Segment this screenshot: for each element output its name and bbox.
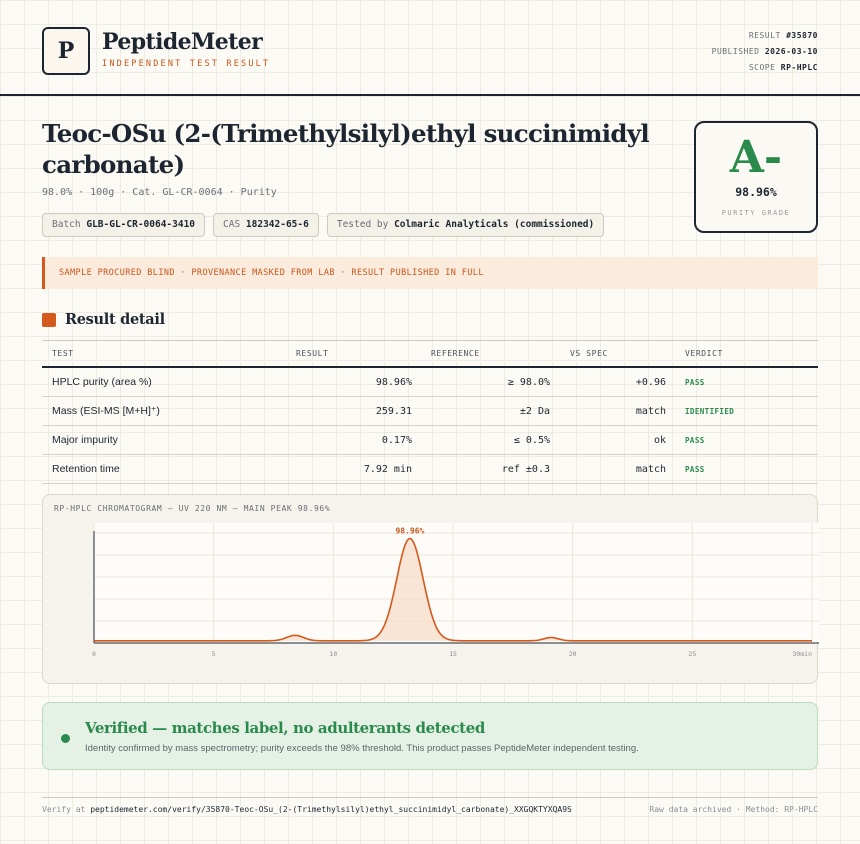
cell-verdict: IDENTIFIED [685,407,735,416]
cell-test: Major impurity [52,434,118,446]
table-row: Retention time 7.92 min ref ±0.3 match P… [42,455,818,484]
product-chips: Batch GLB-GL-CR-0064-3410 CAS 182342-65-… [42,213,605,237]
brand-logo[interactable]: P [42,27,90,75]
header-divider [0,94,860,96]
th-verdict: VERDICT [685,349,723,358]
verified-text: Identity confirmed by mass spectrometry;… [85,743,639,754]
brand-name: PeptideMeter [102,29,263,55]
blind-sample-notice: SAMPLE PROCURED BLIND · PROVENANCE MASKE… [42,257,818,289]
cell-reference: ≥ 98.0% [507,377,550,388]
x-tick-label: 25 [688,650,696,658]
result-meta: RESULT #35870 PUBLISHED 2026-03-10 SCOPE… [712,28,818,76]
meta-published: PUBLISHED 2026-03-10 [711,47,818,56]
cell-verdict: PASS [685,436,705,445]
cell-reference: ref ±0.3 [501,464,550,475]
grade-value: 98.96% [735,185,777,199]
x-tick-label: 15 [449,650,457,658]
batch-chip: Batch GLB-GL-CR-0064-3410 [42,213,206,237]
x-tick-label: 30min [792,650,812,658]
section-title: Result detail [65,311,165,328]
cell-verdict: PASS [685,378,705,387]
product-subtitle: 98.0% · 100g · Cat. GL-CR-0064 · Purity [42,187,277,198]
cell-test: Retention time [52,463,120,475]
cell-reference: ±2 Da [519,406,550,417]
section-marker-icon [42,313,56,327]
verified-dot-icon [61,734,70,743]
grade-letter: A- [729,132,783,183]
verify-line: Verify at peptidemeter.com/verify/35870-… [42,805,572,814]
verified-title: Verified — matches label, no adulterants… [85,719,485,737]
verified-banner: Verified — matches label, no adulterants… [42,702,818,770]
x-tick-label: 0 [92,650,96,658]
th-test: TEST [52,349,74,358]
cell-result: 259.31 [375,406,412,417]
cell-reference: ≤ 0.5% [513,435,550,446]
th-vs-spec: VS SPEC [570,349,608,358]
cell-test: Mass (ESI-MS [M+H]⁺) [52,405,160,417]
footer-divider [42,797,818,798]
chromatogram-title: RP-HPLC CHROMATOGRAM — UV 220 NM — MAIN … [54,504,331,513]
x-tick-label: 5 [212,650,216,658]
grade-label: PURITY GRADE [721,209,791,217]
table-row: HPLC purity (area %) 98.96% ≥ 98.0% +0.9… [42,368,818,397]
cas-chip: CAS 182342-65-6 [213,213,319,237]
cell-vs-spec: ok [653,435,666,446]
th-result: RESULT [296,349,329,358]
tested-by-chip: Tested by Colmaric Analyticals (commissi… [326,213,605,237]
cell-vs-spec: +0.96 [635,377,666,388]
signal-line [94,537,812,642]
chromatogram-panel: RP-HPLC CHROMATOGRAM — UV 220 NM — MAIN … [42,494,819,684]
meta-scope: SCOPE RP-HPLC [748,63,818,72]
brand-tagline: INDEPENDENT TEST RESULT [102,59,271,69]
chromatogram-chart: 98.96% 0 5 10 15 20 25 30min [92,523,819,658]
cell-result: 7.92 min [363,464,412,475]
header: P PeptideMeter INDEPENDENT TEST RESULT R… [42,26,818,82]
cell-result: 0.17% [381,435,412,446]
table-row: Mass (ESI-MS [M+H]⁺) 259.31 ±2 Da match … [42,397,818,426]
cell-vs-spec: match [635,406,666,417]
cell-verdict: PASS [685,465,705,474]
cell-vs-spec: match [635,464,666,475]
plot-area [94,523,819,643]
table-header: TEST RESULT REFERENCE VS SPEC VERDICT [42,340,818,368]
verify-link[interactable]: peptidemeter.com/verify/35870-Teoc-OSu_(… [90,805,572,814]
cell-result: 98.96% [375,377,412,388]
x-tick-label: 10 [329,650,337,658]
cell-test: HPLC purity (area %) [52,376,152,388]
footer-method: Raw data archived · Method: RP-HPLC [649,805,818,814]
result-table: TEST RESULT REFERENCE VS SPEC VERDICT HP… [42,340,818,484]
x-tick-label: 20 [569,650,577,658]
th-reference: REFERENCE [431,349,480,358]
meta-result: RESULT #35870 [748,31,818,40]
table-row: Major impurity 0.17% ≤ 0.5% ok PASS [42,426,818,455]
purity-grade-card: A- 98.96% PURITY GRADE [694,121,818,233]
peak-label: 98.96% [395,527,424,536]
product-title: Teoc-OSu (2-(Trimethylsilyl)ethyl succin… [42,119,650,179]
